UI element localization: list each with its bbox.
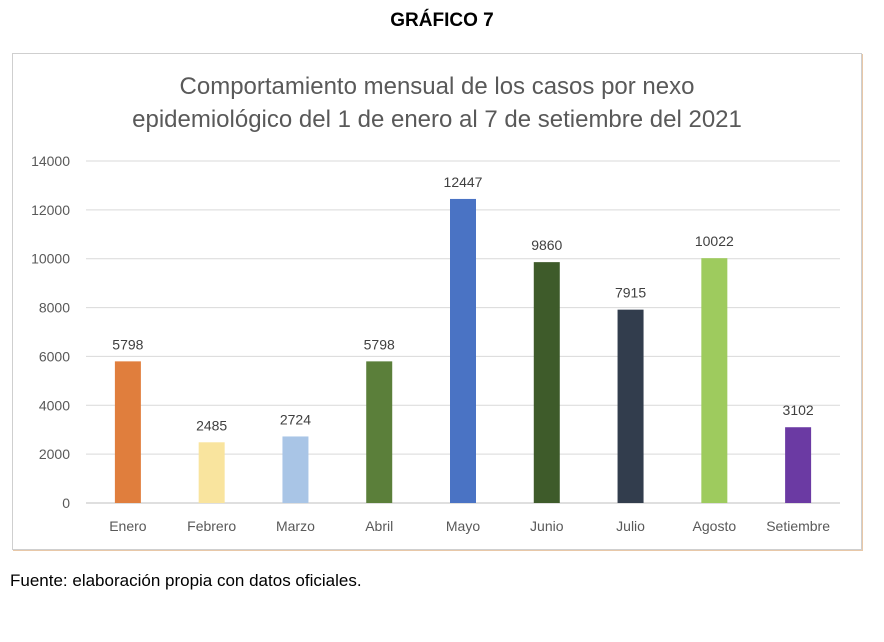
x-tick-label: Junio xyxy=(530,518,564,534)
bar xyxy=(198,442,225,503)
y-tick-label: 12000 xyxy=(31,202,70,218)
data-label: 5798 xyxy=(364,336,395,352)
bar xyxy=(114,361,141,503)
y-tick-label: 0 xyxy=(62,495,70,511)
x-tick-label: Abril xyxy=(365,518,393,534)
bar xyxy=(450,198,476,504)
figure-heading: GRÁFICO 7 xyxy=(390,10,494,31)
x-tick-label: Setiembre xyxy=(766,518,830,534)
data-label: 2724 xyxy=(280,411,311,427)
chart-title: Comportamiento mensual de los casos por … xyxy=(12,70,862,136)
data-label: 2485 xyxy=(196,417,227,433)
chart-title-line-2: epidemiológico del 1 de enero al 7 de se… xyxy=(132,106,742,133)
x-tick-label: Marzo xyxy=(276,518,315,534)
y-tick-label: 4000 xyxy=(39,397,70,413)
bar xyxy=(366,361,393,503)
bar xyxy=(617,309,644,503)
y-tick-label: 10000 xyxy=(31,251,70,267)
chart-title-line-1: Comportamiento mensual de los casos por … xyxy=(179,73,695,100)
data-label: 5798 xyxy=(112,336,143,352)
bar xyxy=(701,258,728,503)
data-label: 12447 xyxy=(444,174,483,190)
bar xyxy=(282,436,309,503)
x-tick-label: Febrero xyxy=(187,518,236,534)
x-tick-label: Agosto xyxy=(693,518,737,534)
data-label: 10022 xyxy=(695,233,734,249)
data-label: 3102 xyxy=(783,402,814,418)
data-label: 7915 xyxy=(615,285,646,301)
y-tick-label: 14000 xyxy=(31,153,70,169)
data-label: 9860 xyxy=(531,237,562,253)
x-tick-label: Enero xyxy=(109,518,147,534)
x-tick-label: Julio xyxy=(616,518,645,534)
y-tick-label: 8000 xyxy=(39,300,70,316)
x-tick-label: Mayo xyxy=(446,518,480,534)
bar xyxy=(533,262,560,503)
y-tick-label: 2000 xyxy=(39,446,70,462)
y-tick-label: 6000 xyxy=(39,348,70,364)
bar xyxy=(785,427,812,503)
source-note: Fuente: elaboración propia con datos ofi… xyxy=(10,571,362,590)
